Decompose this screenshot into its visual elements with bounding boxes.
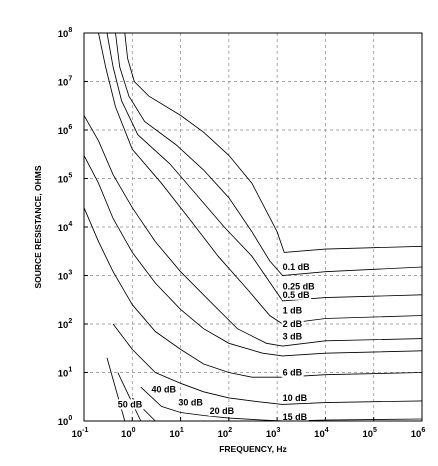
contour-label-background [177, 397, 205, 408]
contour-line [112, 323, 423, 405]
x-axis-title: FREQUENCY, Hz [219, 444, 287, 454]
x-tick-base: 10 [266, 429, 277, 440]
x-tick-base: 10 [169, 429, 180, 440]
x-tick-exponent: 4 [325, 427, 329, 434]
contour-label: 6 dB [283, 368, 303, 378]
contour-label: 0.5 dB [283, 290, 311, 300]
contour-label: 40 dB [152, 384, 177, 394]
y-tick-label: 102 [58, 318, 73, 331]
y-tick-label: 104 [58, 221, 73, 234]
contour-label-background [116, 399, 144, 410]
x-tick-label: 103 [266, 427, 281, 440]
contour-label: 1 dB [283, 305, 303, 315]
contour-label: 50 dB [118, 399, 143, 409]
contour-label-background [150, 384, 178, 395]
contour-label: 0.25 dB [283, 281, 316, 291]
contour-line [106, 357, 126, 422]
y-tick-base: 10 [58, 175, 69, 186]
contour-labels: 0.1 dB 0.25 dB0.5 dB 1 dB 2 dB 3 dB 6 dB 10 dB… [116, 261, 317, 423]
x-tick-exponent: 1 [180, 427, 184, 434]
y-tick-exponent: 3 [68, 270, 72, 277]
contour-label-background [281, 392, 309, 403]
x-tick-label: 106 [411, 427, 426, 440]
contour-label-background [281, 289, 312, 300]
contour-label: 30 dB [178, 398, 203, 408]
y-tick-exponent: 6 [68, 124, 72, 131]
y-tick-base: 10 [58, 223, 69, 234]
x-tick-label: 102 [218, 427, 233, 440]
y-axis-title: SOURCE RESISTANCE, OHMS [33, 165, 43, 288]
x-tick-exponent: 0 [132, 427, 136, 434]
y-tick-base: 10 [58, 417, 69, 428]
y-tick-base: 10 [58, 369, 69, 380]
x-tick-label: 104 [314, 427, 329, 440]
x-tick-base: 10 [411, 429, 422, 440]
y-tick-exponent: 2 [68, 318, 72, 325]
x-tick-base: 10 [121, 429, 132, 440]
contour-label-background [281, 261, 312, 272]
y-tick-exponent: 7 [68, 76, 72, 83]
x-tick-label: 101 [169, 427, 184, 440]
y-tick-exponent: 1 [68, 367, 72, 374]
y-tick-label: 103 [58, 270, 73, 283]
x-tick-base: 10 [72, 429, 83, 440]
contour-label: 0.1 dB [283, 262, 311, 272]
y-tick-base: 10 [58, 29, 69, 40]
contour-label-background [281, 305, 304, 316]
contour-line [106, 32, 423, 302]
x-tick-label: 10-1 [72, 427, 89, 440]
x-tick-exponent: 2 [228, 427, 232, 434]
y-tick-label: 106 [58, 124, 73, 137]
contour-label: 3 dB [283, 332, 303, 342]
x-tick-exponent: -1 [82, 427, 88, 434]
y-tick-label: 101 [58, 367, 73, 380]
x-tick-base: 10 [218, 429, 229, 440]
y-tick-label: 105 [58, 173, 73, 186]
y-tick-exponent: 4 [68, 221, 72, 228]
contour-line [124, 32, 423, 253]
x-tick-label: 105 [362, 427, 377, 440]
x-tick-label: 100 [121, 427, 136, 440]
contour-line [83, 155, 423, 357]
contour-label: 2 dB [283, 319, 303, 329]
y-tick-base: 10 [58, 78, 69, 89]
y-tick-base: 10 [58, 272, 69, 283]
y-tick-base: 10 [58, 320, 69, 331]
y-tick-label: 100 [58, 415, 73, 428]
y-tick-label: 108 [58, 27, 73, 40]
x-tick-exponent: 6 [421, 427, 425, 434]
contour-label: 15 dB [283, 412, 308, 422]
y-tick-base: 10 [58, 126, 69, 137]
y-tick-exponent: 5 [68, 173, 72, 180]
y-tick-exponent: 8 [68, 27, 72, 34]
contour-label-background [281, 281, 317, 292]
y-tick-exponent: 0 [68, 415, 72, 422]
contour-label-background [281, 331, 304, 342]
y-tick-label: 107 [58, 76, 73, 89]
contour-label-background [281, 319, 304, 329]
x-tick-base: 10 [362, 429, 373, 440]
x-axis-ticks: 10-1 100 101 102 103 104 105 106 [72, 417, 426, 440]
grid-lines [84, 33, 422, 421]
contour-label: 10 dB [283, 393, 308, 403]
contour-label-background [208, 406, 236, 417]
contour-line [117, 372, 142, 422]
contour-label: 20 dB [210, 406, 235, 416]
contour-line [83, 115, 423, 347]
contour-label-background [281, 367, 304, 378]
contour-line [115, 32, 423, 276]
x-tick-exponent: 3 [276, 427, 280, 434]
x-tick-base: 10 [314, 429, 325, 440]
x-tick-exponent: 5 [373, 427, 377, 434]
contour-label-background [281, 412, 309, 423]
